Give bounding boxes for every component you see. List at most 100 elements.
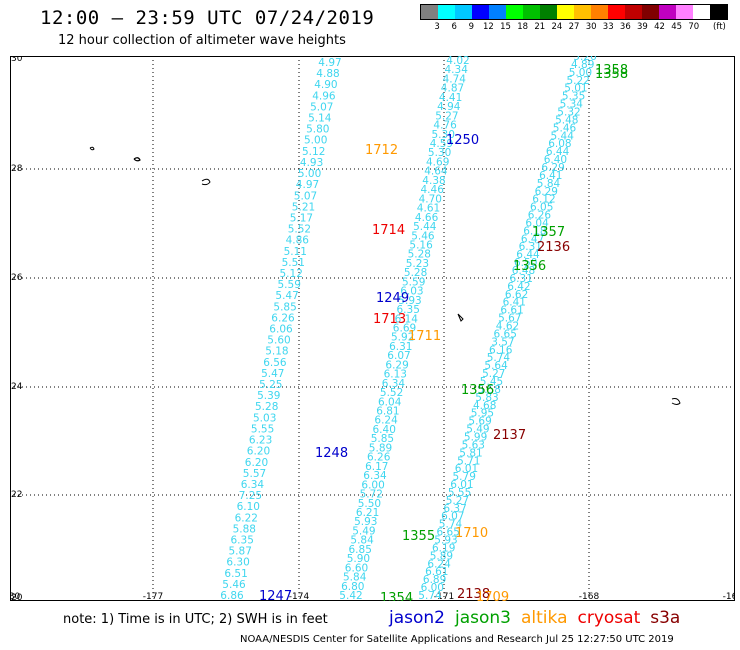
legend-tick-label: 27 <box>568 22 580 32</box>
lon-axis-label: -171 <box>434 592 454 601</box>
swh-value: 5.52 <box>288 224 311 236</box>
swh-value: 5.12 <box>302 146 325 158</box>
legend-swatch <box>523 5 540 19</box>
swh-value: 4.64 <box>424 166 448 178</box>
pass-time-label: 1712 <box>365 143 398 158</box>
legend-tick-label: 24 <box>551 22 563 32</box>
swh-value: 5.07 <box>294 190 317 202</box>
swh-value: 5.84 <box>343 572 367 584</box>
legend-swatch <box>506 5 523 19</box>
legend-swatch <box>489 5 506 19</box>
swh-value: 6.06 <box>269 324 293 336</box>
swh-value: 5.55 <box>251 423 274 435</box>
swh-value: 5.49 <box>466 424 489 436</box>
swh-value: 5.72 <box>360 489 383 501</box>
swh-value: 5.85 <box>371 433 394 445</box>
swh-value: 5.89 <box>430 550 453 562</box>
swh-value: 5.46 <box>411 230 435 242</box>
swh-value: 6.22 <box>235 512 258 524</box>
swh-value: 6.12 <box>532 194 555 206</box>
swh-value: 5.30 <box>428 147 451 159</box>
swh-value: 6.35 <box>397 304 420 316</box>
lon-axis-label: -16 <box>723 592 735 601</box>
swh-value: 6.13 <box>384 369 407 381</box>
legend-tick-label: 39 <box>637 22 648 32</box>
swh-value: 6.86 <box>220 590 244 601</box>
swh-value: 5.26 <box>573 56 597 63</box>
swh-value: 5.67 <box>498 313 521 325</box>
swh-value: 5.14 <box>308 113 332 125</box>
pass-time-label: 1357 <box>532 225 565 240</box>
swh-value: 4.86 <box>286 235 310 247</box>
swh-value: 5.93 <box>354 516 377 528</box>
swh-value: 5.25 <box>259 379 282 391</box>
color-scale-ticks: 3 6 9 12 15 18 21 24 27 30 33 36 39 42 45 70 (ft) <box>420 22 728 34</box>
legend-tick-label: 15 <box>500 22 511 32</box>
swh-value: 4.74 <box>443 73 467 85</box>
swh-value: 6.69 <box>393 323 416 335</box>
swh-value: 5.27 <box>482 368 505 380</box>
swh-value: 4.70 <box>419 193 442 205</box>
swh-value: 5.39 <box>257 390 280 402</box>
swh-value: 6.48 <box>512 265 535 277</box>
swh-value: 5.46 <box>222 579 246 591</box>
swh-value: 4.62 <box>496 321 519 333</box>
swh-value: 4.88 <box>316 68 339 80</box>
map-canvas: -180-177-174-171-168-163028262422204.974… <box>10 56 735 601</box>
legend-swatch <box>625 5 642 19</box>
swh-value: 4.68 <box>473 400 496 412</box>
swh-value: 5.00 <box>298 168 321 180</box>
swh-value: 5.59 <box>402 276 425 288</box>
swh-value: 5.52 <box>380 387 403 399</box>
legend-swatch <box>676 5 693 19</box>
pass-time-label: 1250 <box>446 133 479 148</box>
legend-swatch <box>540 5 557 19</box>
color-scale-legend: 3 6 9 12 15 18 21 24 27 30 33 36 39 42 45 70 (ft) <box>420 4 728 34</box>
island-shape <box>133 157 141 162</box>
swh-value: 4.61 <box>417 203 440 215</box>
lat-axis-label: 20 <box>11 593 23 601</box>
swh-value: 5.35 <box>562 91 585 103</box>
lon-axis-label: -168 <box>579 592 600 601</box>
swh-value: 7.25 <box>239 490 262 502</box>
swh-value: 6.65 <box>437 527 460 539</box>
swh-value: 4.38 <box>422 175 445 187</box>
pass-time-label: 1709 <box>476 590 509 601</box>
pass-time-label: 1249 <box>376 291 409 306</box>
swh-value: 5.87 <box>229 546 252 558</box>
swh-value: 5.92 <box>391 332 414 344</box>
legend-tick-label: (ft) <box>713 22 726 32</box>
swh-value: 5.34 <box>560 99 584 111</box>
lon-axis-label: -177 <box>143 592 163 601</box>
footnote: note: 1) Time is in UTC; 2) SWH is in fe… <box>63 612 328 627</box>
lat-axis-label: 24 <box>11 382 23 392</box>
pass-time-label: 1714 <box>372 223 405 238</box>
swh-value: 4.89 <box>571 59 594 71</box>
swh-value: 5.90 <box>347 553 370 565</box>
swh-value: 6.41 <box>503 297 526 309</box>
swh-value: 6.37 <box>443 503 466 515</box>
swh-value: 5.27 <box>435 110 458 122</box>
satellite-jason3: jason3 <box>455 608 511 628</box>
swh-value: 4.41 <box>439 92 462 104</box>
island-shape <box>457 313 464 322</box>
lon-axis-label: -174 <box>289 592 310 601</box>
legend-swatch <box>557 5 574 19</box>
swh-value: 5.12 <box>280 268 303 280</box>
swh-value: 5.44 <box>413 221 437 233</box>
legend-tick-label: 6 <box>451 22 457 32</box>
swh-value: 5.93 <box>398 295 421 307</box>
swh-value: 5.16 <box>409 240 433 252</box>
legend-swatch <box>659 5 676 19</box>
lat-axis-label: 22 <box>11 490 22 500</box>
legend-swatch <box>642 5 659 19</box>
pass-time-label: 1247 <box>259 589 292 601</box>
swh-value: 6.26 <box>528 210 552 222</box>
swh-value: 4.97 <box>318 57 341 69</box>
swh-value: 5.74 <box>439 519 463 531</box>
swh-value: 5.93 <box>434 535 457 547</box>
lon-axis-label: -180 <box>10 592 20 601</box>
map-frame <box>10 56 735 601</box>
swh-value: 5.00 <box>569 67 592 79</box>
swh-value: 6.17 <box>365 461 388 473</box>
